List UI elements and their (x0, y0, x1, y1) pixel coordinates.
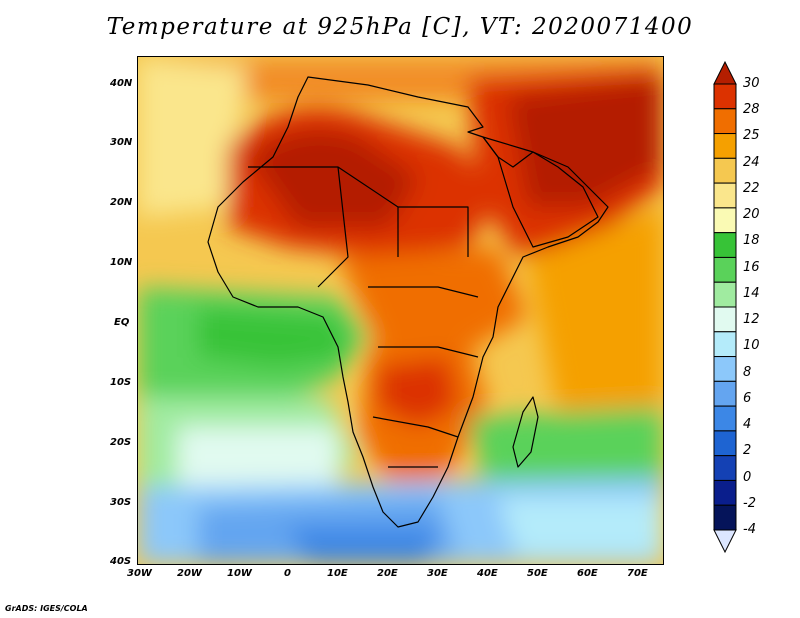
colorbar-label: 18 (743, 233, 760, 249)
colorbar-under-triangle (713, 529, 737, 554)
colorbar-segment (713, 504, 737, 531)
lon-label: 0 (284, 568, 291, 579)
colorbar-label: 14 (743, 285, 760, 301)
lat-label: 40S (110, 556, 132, 567)
colorbar-label: 6 (743, 390, 752, 406)
lon-label: 20W (177, 568, 202, 579)
lat-label: 10N (110, 257, 133, 268)
lat-label: EQ (114, 317, 130, 328)
lat-label: 20N (110, 197, 133, 208)
lon-label: 10W (227, 568, 252, 579)
chart-title: Temperature at 925hPa [C], VT: 202007140… (106, 14, 694, 40)
colorbar-label: -2 (743, 495, 756, 511)
colorbar-label: 30 (743, 76, 760, 91)
colorbar-label: 4 (743, 417, 752, 433)
colorbar-segment (713, 182, 737, 209)
colorbar-label: 8 (743, 364, 752, 380)
colorbar-segment (713, 455, 737, 481)
temperature-field (138, 57, 663, 564)
lon-label: 30W (127, 568, 152, 579)
lon-label: 10E (327, 568, 348, 579)
lat-label: 20S (110, 437, 132, 448)
credit-label: GrADS: IGES/COLA (5, 604, 88, 613)
colorbar-segment (713, 207, 737, 234)
colorbar-segment (713, 356, 737, 382)
colorbar-segment (713, 405, 737, 432)
colorbar-label: 16 (743, 259, 760, 275)
lat-label: 30N (110, 137, 133, 148)
colorbar-label: 12 (743, 312, 760, 328)
lon-label: 30E (427, 568, 448, 579)
lon-label: 40E (477, 568, 498, 579)
colorbar-label: 0 (743, 469, 752, 485)
lon-label: 70E (627, 568, 648, 579)
colorbar-segment (713, 157, 737, 184)
colorbar-label: 28 (743, 102, 760, 118)
lat-label: 40N (110, 78, 133, 89)
colorbar-label: 2 (743, 443, 752, 459)
temperature-map (137, 56, 664, 565)
colorbar-label: 22 (743, 180, 760, 196)
colorbar-label: 20 (743, 207, 760, 223)
colorbar-segment (713, 256, 737, 283)
colorbar-label: 10 (743, 338, 760, 354)
colorbar-label: 24 (743, 154, 760, 170)
coastlines (207, 76, 609, 528)
colorbar (713, 60, 737, 554)
lat-label: 30S (110, 497, 132, 508)
lon-label: 50E (527, 568, 548, 579)
lon-label: 60E (577, 568, 598, 579)
lon-label: 20E (377, 568, 398, 579)
lat-label: 10S (110, 377, 132, 388)
colorbar-segment (713, 83, 737, 110)
colorbar-segment (713, 430, 737, 457)
colorbar-segment (713, 479, 737, 506)
colorbar-over-triangle (713, 60, 737, 85)
colorbar-segment (713, 331, 737, 358)
colorbar-segment (713, 232, 737, 258)
colorbar-label: 25 (743, 128, 760, 144)
colorbar-segment (713, 380, 737, 407)
colorbar-label: -4 (743, 522, 756, 537)
colorbar-segment (713, 281, 737, 308)
colorbar-segment (713, 133, 737, 159)
map-canvas (138, 57, 663, 564)
colorbar-segment (713, 306, 737, 333)
colorbar-segment (713, 108, 737, 135)
